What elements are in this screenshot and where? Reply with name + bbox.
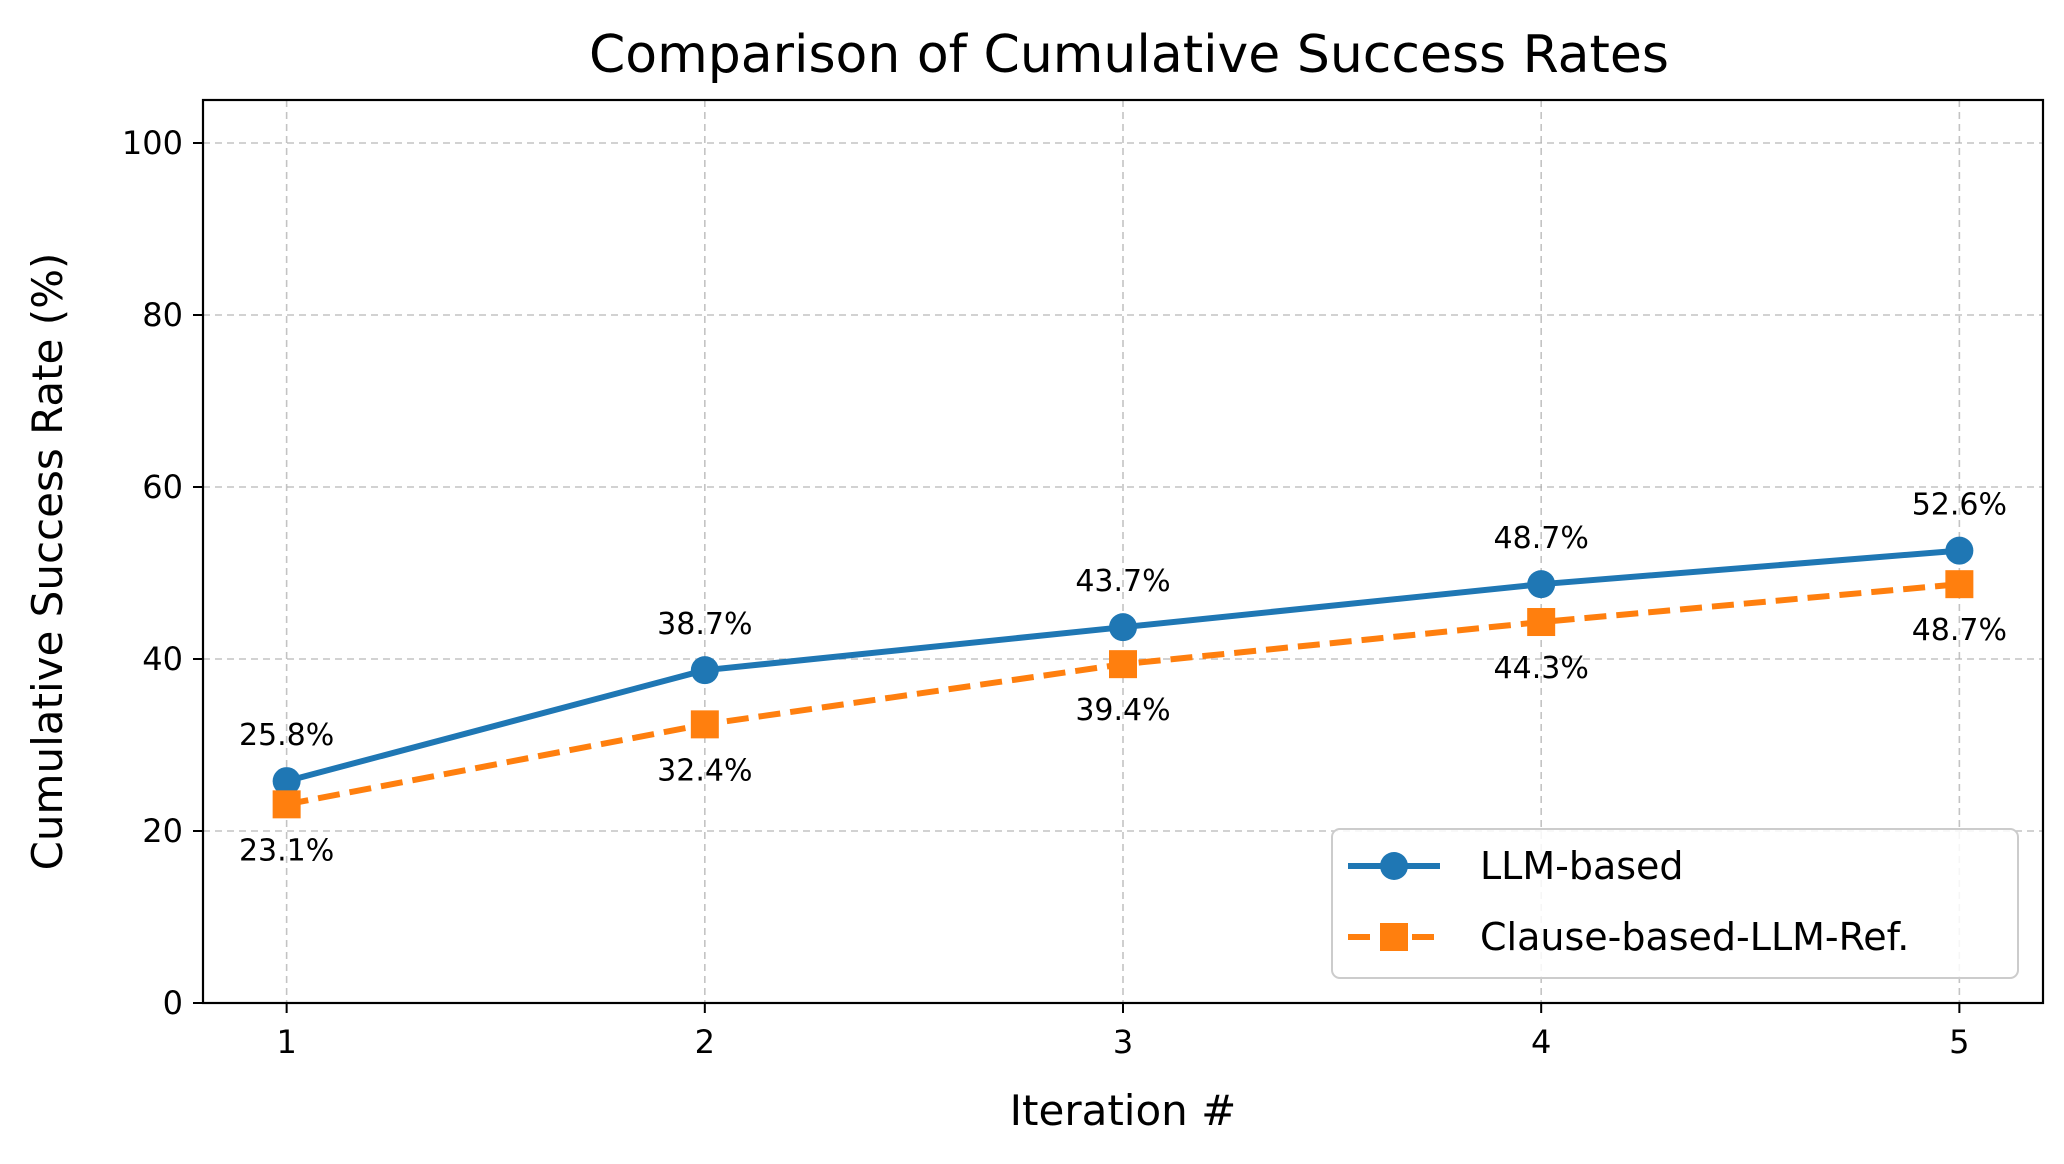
llm-based-point [1109, 613, 1137, 642]
clause-based-llm-ref-data-label: 48.7% [1912, 613, 2007, 648]
legend-clause-based-llm-ref-marker [1380, 923, 1408, 951]
y-tick-label: 100 [122, 124, 183, 162]
clause-based-llm-ref-data-label: 39.4% [1075, 693, 1170, 728]
clause-based-llm-ref-point [1527, 608, 1556, 637]
series-layer [272, 536, 1974, 819]
llm-based-data-label: 43.7% [1075, 564, 1170, 599]
x-tick-label: 2 [695, 1023, 715, 1061]
clause-based-llm-ref-data-label: 44.3% [1494, 651, 1589, 686]
y-axis-label: Cumulative Success Rate (%) [23, 253, 72, 871]
clause-based-llm-ref-point [272, 790, 301, 819]
llm-based-data-label: 52.6% [1912, 488, 2007, 523]
x-tick-label: 5 [1949, 1023, 1969, 1061]
llm-based-point [1945, 536, 1974, 565]
clause-based-llm-ref-point [690, 710, 719, 739]
x-tick-label: 3 [1113, 1023, 1133, 1061]
y-tick-label: 20 [142, 812, 183, 850]
legend-llm-based-marker [1380, 852, 1408, 880]
x-axis-label: Iteration # [1010, 1086, 1237, 1135]
y-tick-label: 0 [163, 984, 183, 1022]
llm-based-point [1527, 570, 1556, 599]
legend: LLM-based Clause-based-LLM-Ref. [1331, 828, 2019, 979]
ticks-layer: 1 2 3 4 5 0 20 40 60 80 100 [122, 124, 1970, 1061]
y-tick-label: 80 [142, 296, 183, 334]
clause-based-llm-ref-point [1945, 570, 1974, 599]
llm-based-point [272, 767, 301, 796]
llm-based-data-label: 25.8% [239, 718, 334, 753]
llm-based-point [690, 656, 719, 685]
clause-based-llm-ref-data-label: 32.4% [657, 753, 752, 788]
llm-based-data-label: 48.7% [1494, 521, 1589, 556]
legend-llm-based-label: LLM-based [1480, 844, 1684, 888]
clause-based-llm-ref-data-label: 23.1% [239, 833, 334, 868]
legend-clause-based-llm-ref-label: Clause-based-LLM-Ref. [1480, 915, 1909, 959]
y-tick-label: 60 [142, 468, 183, 506]
x-tick-label: 4 [1531, 1023, 1551, 1061]
legend-box [1331, 828, 2019, 979]
x-tick-label: 1 [276, 1023, 296, 1061]
clause-based-llm-ref-point [1109, 650, 1137, 679]
chart-title: Comparison of Cumulative Success Rates [589, 25, 1669, 85]
llm-based-data-label: 38.7% [657, 607, 752, 642]
y-tick-label: 40 [142, 640, 183, 678]
data-labels-layer: 25.8% 38.7% 43.7% 48.7% 52.6% 23.1% 32.4% 39.4%… [239, 488, 2007, 869]
